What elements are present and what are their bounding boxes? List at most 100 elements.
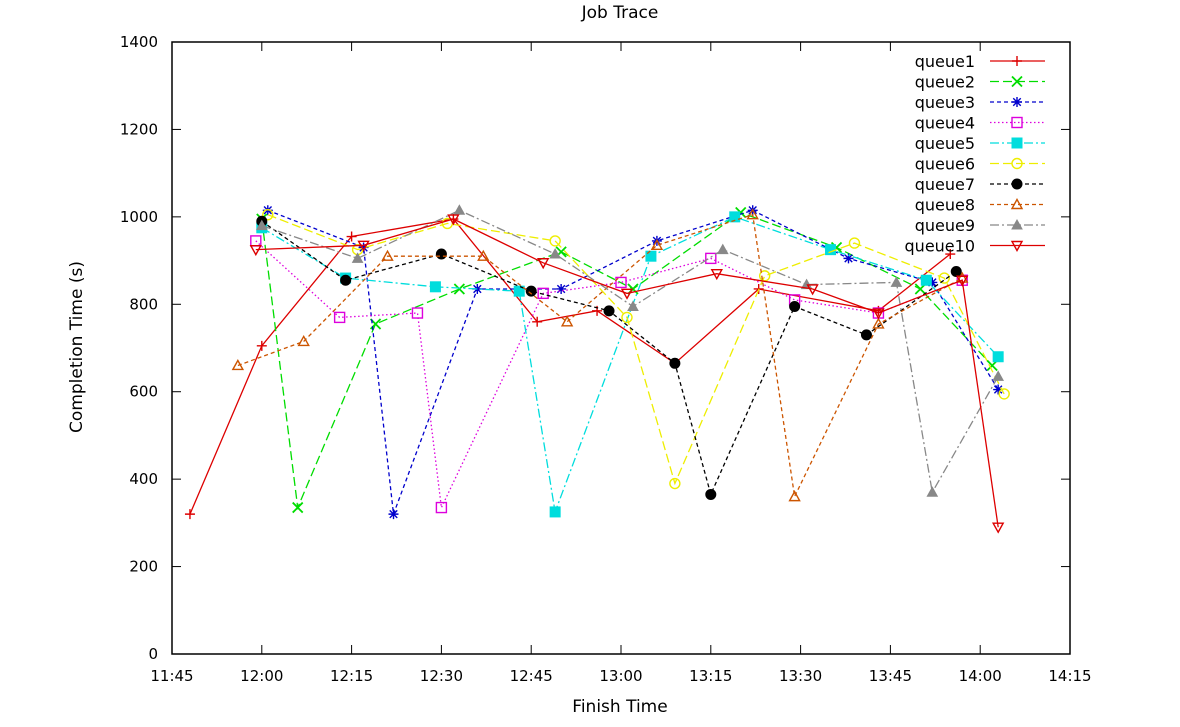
data-point-queue4 [435, 501, 448, 514]
legend-label-queue2: queue2 [915, 73, 975, 92]
y-tick-label: 400 [129, 470, 158, 488]
data-point-queue4 [411, 307, 424, 319]
data-point-queue4 [333, 311, 346, 324]
x-tick-label: 14:00 [959, 667, 1002, 685]
data-point-queue7 [705, 488, 717, 500]
legend-label-queue10: queue10 [905, 237, 975, 256]
data-point-queue10 [991, 522, 1005, 534]
legend-label-queue9: queue9 [915, 216, 975, 235]
x-tick-label: 12:45 [510, 667, 553, 685]
data-point-queue10 [710, 268, 723, 281]
data-point-queue6 [669, 477, 681, 490]
data-point-queue5 [549, 506, 561, 518]
x-tick-label: 11:45 [150, 667, 193, 685]
x-tick-label: 13:45 [869, 667, 912, 685]
data-point-queue3 [358, 242, 369, 253]
data-point-queue7 [340, 274, 352, 286]
data-point-queue1 [945, 249, 956, 260]
series-line-queue7 [261, 220, 957, 497]
data-point-queue9 [453, 204, 466, 215]
series-line-queue10 [255, 218, 999, 528]
data-point-queue5 [825, 244, 837, 256]
x-axis-title: Finish Time [572, 697, 667, 717]
legend-label-queue8: queue8 [915, 196, 975, 215]
data-point-queue5 [645, 250, 657, 262]
legend-label-queue6: queue6 [915, 155, 975, 174]
data-point-queue2 [453, 283, 465, 295]
y-tick-label: 1000 [120, 208, 158, 226]
data-point-queue2 [292, 501, 304, 514]
legend-marker-queue10 [1010, 240, 1024, 252]
data-point-queue5 [429, 281, 441, 293]
data-point-queue6 [621, 311, 633, 324]
data-point-queue9 [926, 486, 939, 497]
data-point-queue8 [650, 238, 664, 250]
series-queue10 [249, 214, 1005, 534]
data-point-queue10 [447, 214, 460, 226]
legend-marker-queue2 [1011, 75, 1023, 88]
data-point-queue10 [620, 288, 634, 300]
data-point-queue1 [256, 340, 267, 351]
data-point-queue9 [627, 300, 639, 311]
data-point-queue7 [789, 300, 801, 312]
data-point-queue6 [549, 235, 561, 247]
data-point-queue3 [843, 253, 854, 264]
y-tick-label: 800 [129, 295, 158, 313]
data-point-queue10 [806, 284, 819, 296]
legend-marker-queue6 [1011, 157, 1023, 170]
data-point-queue3 [927, 277, 938, 288]
legend-label-queue5: queue5 [915, 134, 975, 153]
data-point-queue6 [848, 237, 861, 249]
x-tick-label: 13:30 [779, 667, 822, 685]
data-point-queue1 [184, 509, 195, 520]
data-point-queue4 [705, 252, 717, 265]
x-tick-label: 12:00 [240, 667, 283, 685]
data-point-queue7 [950, 266, 962, 277]
x-tick-label: 12:30 [420, 667, 463, 685]
legend: queue1queue2queue3queue4queue5queue6queu… [905, 52, 1045, 256]
data-point-queue5 [729, 211, 741, 223]
data-point-queue1 [532, 316, 543, 327]
data-point-queue9 [890, 276, 903, 287]
data-point-queue3 [556, 283, 567, 294]
data-point-queue7 [669, 357, 681, 369]
y-axis-title: Completion Time (s) [67, 261, 87, 433]
data-point-queue8 [231, 359, 245, 371]
data-point-queue4 [615, 276, 627, 289]
series-line-queue5 [261, 216, 999, 515]
data-point-queue5 [920, 274, 932, 286]
y-tick-label: 200 [129, 558, 158, 576]
data-point-queue9 [549, 247, 561, 259]
data-point-queue8 [872, 317, 885, 329]
legend-marker-queue7 [1011, 178, 1023, 190]
x-tick-label: 13:00 [599, 667, 642, 685]
legend-marker-queue5 [1011, 137, 1023, 149]
series-queue2 [256, 206, 998, 514]
series-queue9 [255, 204, 1005, 497]
data-point-queue8 [746, 208, 759, 220]
data-point-queue3 [388, 509, 399, 520]
data-point-queue8 [381, 249, 394, 261]
legend-marker-queue3 [1012, 97, 1022, 107]
series-line-queue8 [237, 213, 963, 499]
x-axis-ticks: 11:45 12:00 12:15 12:30 12:45 13:00 13:15 13:30… [150, 42, 1092, 685]
x-tick-label: 14:15 [1048, 667, 1091, 685]
series-queue1 [184, 214, 956, 520]
legend-marker-queue9 [1011, 218, 1023, 230]
x-tick-label: 13:15 [689, 667, 732, 685]
y-tick-label: 600 [129, 383, 158, 401]
data-point-queue1 [346, 231, 357, 242]
data-point-queue9 [351, 252, 364, 263]
legend-marker-queue4 [1011, 116, 1023, 129]
data-point-queue8 [560, 315, 574, 327]
legend-marker-queue8 [1010, 198, 1024, 210]
data-point-queue4 [537, 287, 549, 300]
data-point-queue6 [938, 272, 950, 284]
x-tick-label: 12:15 [330, 667, 373, 685]
series-layer [184, 204, 1010, 534]
series-line-queue4 [255, 240, 963, 510]
data-point-queue8 [477, 249, 490, 261]
series-queue3 [262, 205, 1004, 520]
series-queue6 [262, 208, 1010, 490]
